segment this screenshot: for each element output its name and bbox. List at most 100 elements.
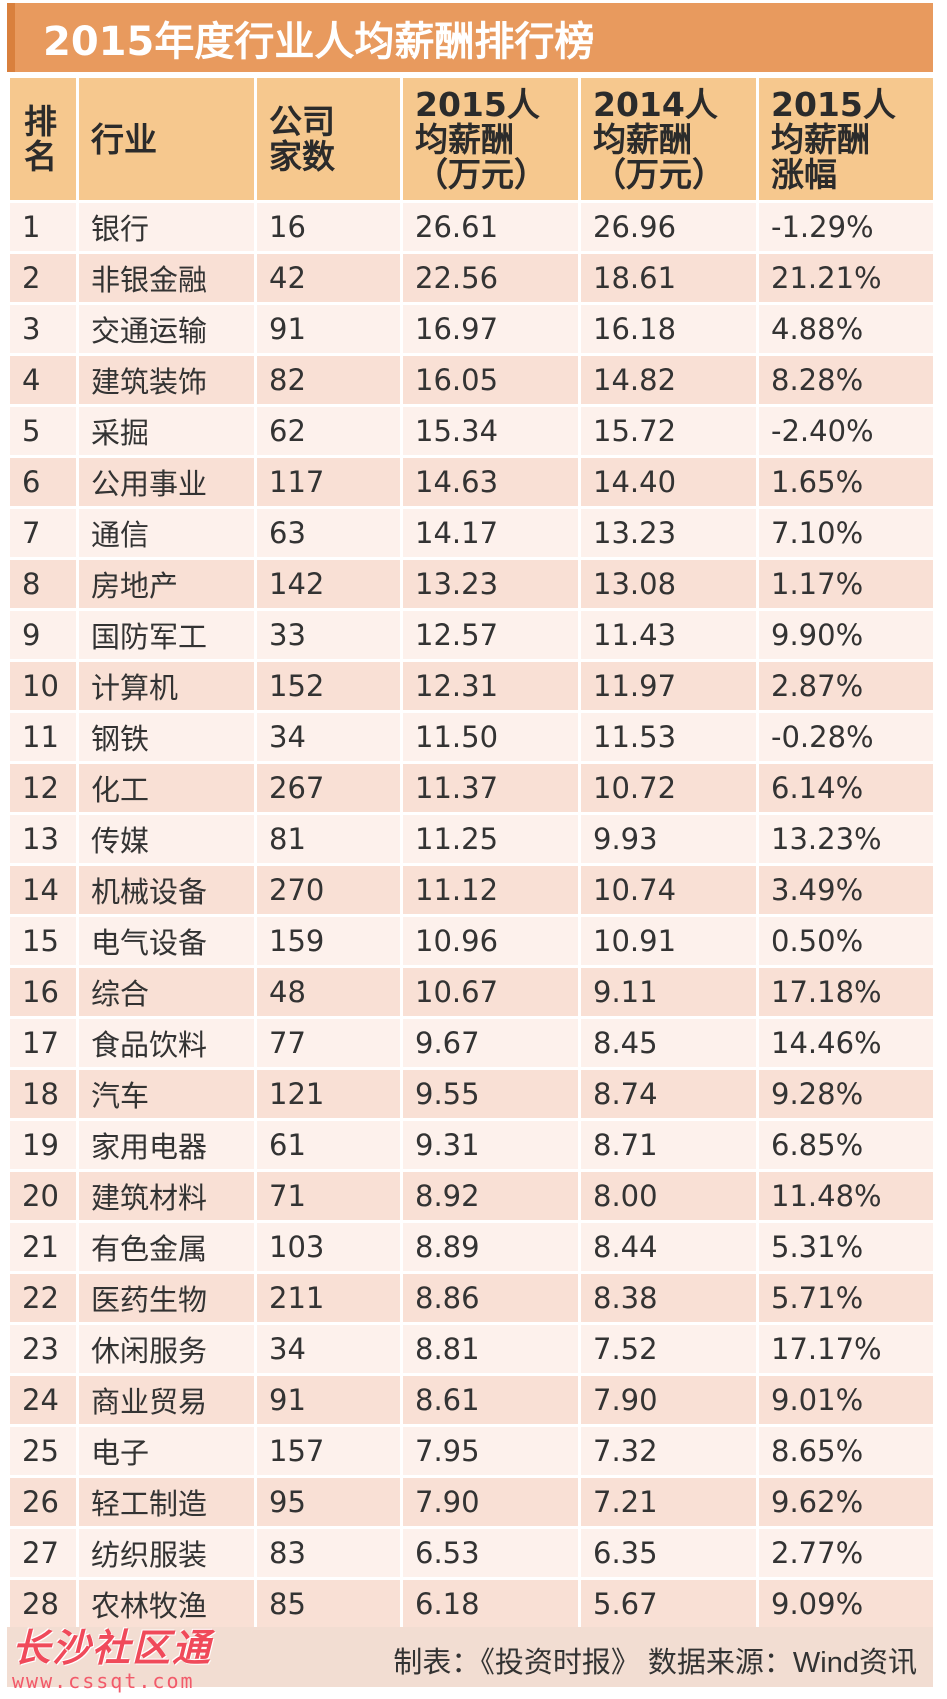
- cell-pay-2014: 14.82: [581, 356, 756, 407]
- cell-industry: 传媒: [79, 815, 254, 866]
- cell-pay-2014: 8.45: [581, 1019, 756, 1070]
- cell-pay-2014: 11.97: [581, 662, 756, 713]
- cell-pay-2015: 16.05: [403, 356, 578, 407]
- cell-rank: 24: [10, 1376, 76, 1427]
- cell-pay-2015: 26.61: [403, 203, 578, 254]
- cell-companies: 91: [257, 305, 400, 356]
- cell-pay-2014: 7.52: [581, 1325, 756, 1376]
- cell-pay-2015: 15.34: [403, 407, 578, 458]
- cell-industry: 食品饮料: [79, 1019, 254, 1070]
- table-row: 2 非银金融 42 22.56 18.61 21.21%: [10, 254, 933, 305]
- table-row: 11 钢铁 34 11.50 11.53 -0.28%: [10, 713, 933, 764]
- table-row: 18 汽车 121 9.55 8.74 9.28%: [10, 1070, 933, 1121]
- header-pay-2014: 2014人 均薪酬 （万元）: [581, 78, 756, 203]
- table-row: 14 机械设备 270 11.12 10.74 3.49%: [10, 866, 933, 917]
- cell-growth: 5.31%: [759, 1223, 933, 1274]
- cell-rank: 11: [10, 713, 76, 764]
- cell-companies: 62: [257, 407, 400, 458]
- cell-pay-2015: 8.81: [403, 1325, 578, 1376]
- cell-pay-2014: 8.74: [581, 1070, 756, 1121]
- cell-pay-2014: 8.44: [581, 1223, 756, 1274]
- cell-industry: 非银金融: [79, 254, 254, 305]
- cell-rank: 27: [10, 1529, 76, 1580]
- cell-growth: 2.87%: [759, 662, 933, 713]
- table-row: 19 家用电器 61 9.31 8.71 6.85%: [10, 1121, 933, 1172]
- cell-industry: 休闲服务: [79, 1325, 254, 1376]
- cell-industry: 汽车: [79, 1070, 254, 1121]
- cell-companies: 81: [257, 815, 400, 866]
- cell-growth: 11.48%: [759, 1172, 933, 1223]
- table-row: 8 房地产 142 13.23 13.08 1.17%: [10, 560, 933, 611]
- cell-pay-2015: 10.67: [403, 968, 578, 1019]
- cell-companies: 33: [257, 611, 400, 662]
- cell-industry: 电子: [79, 1427, 254, 1478]
- cell-growth: -0.28%: [759, 713, 933, 764]
- cell-pay-2014: 8.38: [581, 1274, 756, 1325]
- cell-pay-2015: 11.12: [403, 866, 578, 917]
- cell-pay-2015: 7.95: [403, 1427, 578, 1478]
- watermark-name: 长沙社区通: [12, 1626, 213, 1670]
- cell-pay-2014: 13.23: [581, 509, 756, 560]
- cell-industry: 有色金属: [79, 1223, 254, 1274]
- header-rank: 排 名: [10, 78, 76, 203]
- cell-companies: 157: [257, 1427, 400, 1478]
- cell-pay-2015: 8.86: [403, 1274, 578, 1325]
- cell-pay-2015: 12.57: [403, 611, 578, 662]
- cell-pay-2015: 13.23: [403, 560, 578, 611]
- cell-companies: 61: [257, 1121, 400, 1172]
- cell-industry: 医药生物: [79, 1274, 254, 1325]
- cell-growth: -2.40%: [759, 407, 933, 458]
- cell-rank: 12: [10, 764, 76, 815]
- cell-pay-2015: 6.53: [403, 1529, 578, 1580]
- cell-growth: 8.65%: [759, 1427, 933, 1478]
- table-row: 26 轻工制造 95 7.90 7.21 9.62%: [10, 1478, 933, 1529]
- cell-companies: 142: [257, 560, 400, 611]
- cell-pay-2014: 7.32: [581, 1427, 756, 1478]
- cell-growth: 1.17%: [759, 560, 933, 611]
- cell-pay-2014: 26.96: [581, 203, 756, 254]
- cell-rank: 8: [10, 560, 76, 611]
- cell-industry: 银行: [79, 203, 254, 254]
- cell-industry: 建筑装饰: [79, 356, 254, 407]
- table-figure: 2015年度行业人均薪酬排行榜 排 名 行业 公司 家数 2015人: [7, 0, 933, 1699]
- cell-rank: 22: [10, 1274, 76, 1325]
- cell-pay-2015: 7.90: [403, 1478, 578, 1529]
- cell-industry: 计算机: [79, 662, 254, 713]
- cell-rank: 20: [10, 1172, 76, 1223]
- watermark-logo: 长沙社区通 www.cssqt.com: [6, 1617, 226, 1699]
- cell-pay-2015: 11.37: [403, 764, 578, 815]
- cell-growth: 9.01%: [759, 1376, 933, 1427]
- table-row: 28 农林牧渔 85 6.18 5.67 9.09%: [10, 1580, 933, 1631]
- cell-pay-2014: 10.74: [581, 866, 756, 917]
- cell-pay-2014: 18.61: [581, 254, 756, 305]
- cell-growth: 6.14%: [759, 764, 933, 815]
- cell-pay-2014: 14.40: [581, 458, 756, 509]
- cell-growth: 1.65%: [759, 458, 933, 509]
- cell-pay-2015: 8.61: [403, 1376, 578, 1427]
- table-row: 10 计算机 152 12.31 11.97 2.87%: [10, 662, 933, 713]
- cell-industry: 国防军工: [79, 611, 254, 662]
- cell-companies: 63: [257, 509, 400, 560]
- cell-companies: 103: [257, 1223, 400, 1274]
- cell-companies: 83: [257, 1529, 400, 1580]
- cell-rank: 19: [10, 1121, 76, 1172]
- cell-industry: 公用事业: [79, 458, 254, 509]
- cell-growth: 3.49%: [759, 866, 933, 917]
- header-industry: 行业: [79, 78, 254, 203]
- cell-pay-2015: 9.55: [403, 1070, 578, 1121]
- cell-companies: 34: [257, 713, 400, 764]
- salary-ranking-table: 排 名 行业 公司 家数 2015人 均薪酬 （万元） 2014人 均薪酬: [7, 78, 936, 1631]
- footer-bar: 制表：《投资时报》 数据来源：Wind资讯: [7, 1627, 933, 1687]
- cell-growth: 17.18%: [759, 968, 933, 1019]
- cell-pay-2015: 8.89: [403, 1223, 578, 1274]
- cell-rank: 23: [10, 1325, 76, 1376]
- cell-pay-2015: 11.50: [403, 713, 578, 764]
- cell-rank: 18: [10, 1070, 76, 1121]
- cell-industry: 化工: [79, 764, 254, 815]
- header-row: 排 名 行业 公司 家数 2015人 均薪酬 （万元） 2014人 均薪酬: [10, 78, 933, 203]
- cell-growth: 21.21%: [759, 254, 933, 305]
- cell-companies: 77: [257, 1019, 400, 1070]
- cell-industry: 纺织服装: [79, 1529, 254, 1580]
- cell-pay-2014: 10.91: [581, 917, 756, 968]
- cell-pay-2014: 11.43: [581, 611, 756, 662]
